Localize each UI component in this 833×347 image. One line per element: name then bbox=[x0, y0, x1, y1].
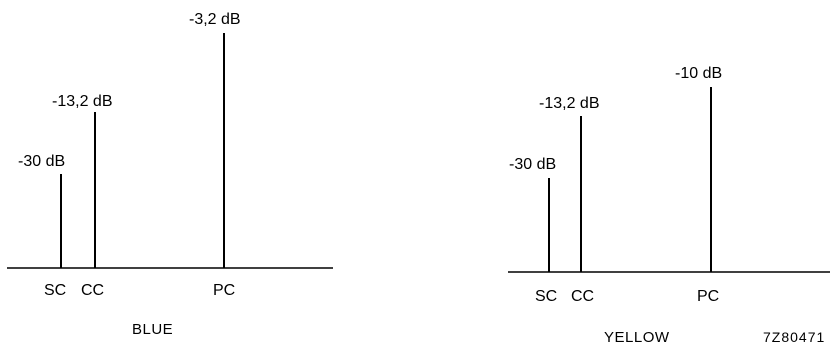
panel-caption: BLUE bbox=[132, 321, 173, 338]
cc-level-label: -13,2 dB bbox=[539, 95, 599, 112]
panel-blue: -30 dB -13,2 dB -3,2 dB SC CC PC BLUE bbox=[7, 11, 333, 338]
pc-axis-label: PC bbox=[213, 282, 235, 299]
cc-axis-label: CC bbox=[571, 288, 594, 305]
sc-level-label: -30 dB bbox=[18, 153, 65, 170]
sc-axis-label: SC bbox=[44, 282, 66, 299]
cc-level-label: -13,2 dB bbox=[52, 93, 112, 110]
panel-caption: YELLOW bbox=[604, 329, 670, 346]
sc-axis-label: SC bbox=[535, 288, 557, 305]
panel-yellow: -30 dB -13,2 dB -10 dB SC CC PC YELLOW bbox=[508, 65, 830, 346]
pc-level-label: -3,2 dB bbox=[189, 11, 241, 28]
sc-level-label: -30 dB bbox=[509, 156, 556, 173]
cc-axis-label: CC bbox=[81, 282, 104, 299]
figure-code: 7Z80471 bbox=[763, 329, 825, 345]
pc-level-label: -10 dB bbox=[675, 65, 722, 82]
pc-axis-label: PC bbox=[697, 288, 719, 305]
